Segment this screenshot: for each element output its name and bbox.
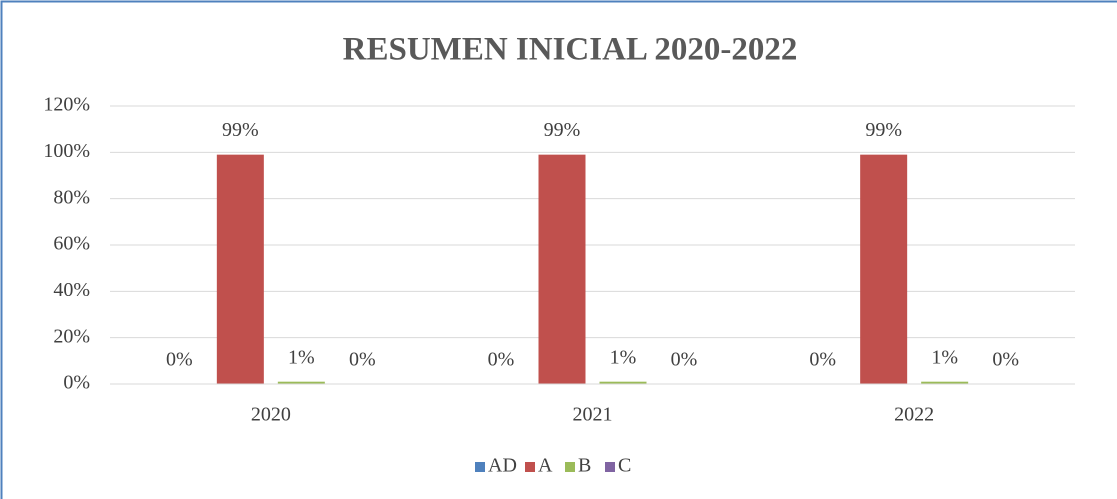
y-tick-label: 20% xyxy=(53,325,90,347)
bar xyxy=(216,154,264,384)
data-label: 0% xyxy=(671,349,698,371)
data-label: 1% xyxy=(610,346,637,368)
y-tick-label: 100% xyxy=(43,140,90,162)
legend-swatch xyxy=(475,462,485,472)
legend-label: A xyxy=(538,455,553,477)
y-tick-label: 80% xyxy=(53,186,90,208)
legend-swatch xyxy=(565,462,575,472)
x-tick-label: 2021 xyxy=(573,404,613,426)
data-label: 0% xyxy=(488,349,515,371)
data-label: 99% xyxy=(865,119,902,141)
data-label: 1% xyxy=(931,346,958,368)
data-label: 99% xyxy=(544,119,581,141)
y-tick-label: 0% xyxy=(63,372,90,394)
bar xyxy=(921,381,969,384)
legend-swatch xyxy=(525,462,535,472)
data-label: 99% xyxy=(222,119,259,141)
y-tick-label: 40% xyxy=(53,279,90,301)
y-tick-label: 120% xyxy=(43,94,90,116)
legend-label: AD xyxy=(488,455,517,477)
x-tick-label: 2022 xyxy=(894,404,934,426)
chart-title: RESUMEN INICIAL 2020-2022 xyxy=(343,32,798,68)
bar xyxy=(860,154,908,384)
data-label: 0% xyxy=(166,349,193,371)
legend-label: B xyxy=(578,455,591,477)
legend-label: C xyxy=(618,455,631,477)
bar xyxy=(599,381,647,384)
bar xyxy=(538,154,586,384)
data-label: 0% xyxy=(809,349,836,371)
data-label: 0% xyxy=(992,349,1019,371)
legend-swatch xyxy=(605,462,615,472)
x-tick-label: 2020 xyxy=(251,404,291,426)
bar xyxy=(277,381,325,384)
data-label: 0% xyxy=(349,349,376,371)
y-tick-label: 60% xyxy=(53,233,90,255)
data-label: 1% xyxy=(288,346,315,368)
